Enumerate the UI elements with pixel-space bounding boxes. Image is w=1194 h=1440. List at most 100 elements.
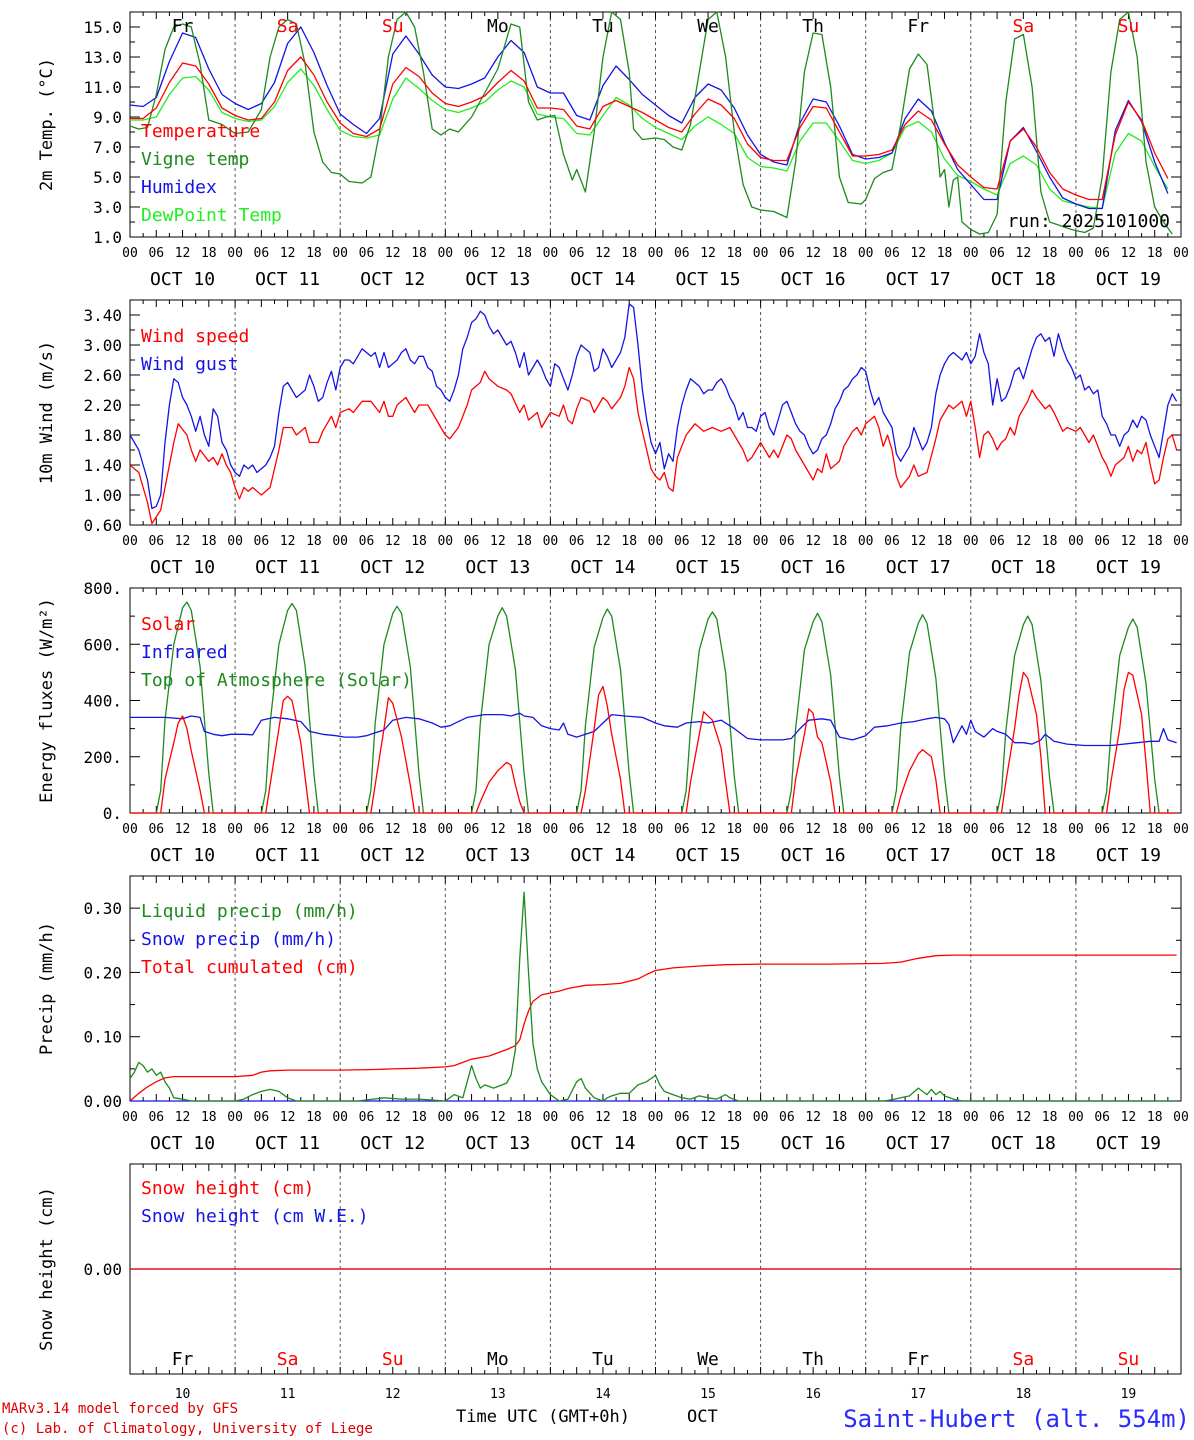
- x-hour-label: 00: [227, 534, 243, 549]
- day-name-bottom: Fr: [172, 1349, 194, 1370]
- x-day-label: OCT 12: [360, 557, 425, 578]
- x-hour-label: 06: [884, 534, 900, 549]
- x-hour-label: 00: [543, 534, 559, 549]
- y-tick-label: 7.0: [93, 138, 122, 157]
- x-hour-label: 00: [963, 1110, 979, 1125]
- day-name-bottom: Tu: [592, 1349, 614, 1370]
- x-hour-label: 06: [884, 822, 900, 837]
- x-hour-label: 06: [359, 1110, 375, 1125]
- x-hour-label: 06: [1094, 534, 1110, 549]
- x-hour-label: 12: [280, 1110, 296, 1125]
- y-tick-label: 200.: [83, 748, 122, 767]
- x-hour-label: 12: [1016, 1110, 1032, 1125]
- x-hour-label: 06: [148, 822, 164, 837]
- y-tick-label: 2.20: [83, 396, 122, 415]
- x-day-label: OCT 15: [676, 557, 741, 578]
- series-line-solar: [130, 671, 1177, 814]
- y-tick-label: 15.0: [83, 18, 122, 37]
- x-hour-label: 12: [910, 822, 926, 837]
- x-hour-label: 00: [543, 1110, 559, 1125]
- x-hour-label: 12: [595, 1110, 611, 1125]
- x-day-label: OCT 19: [1096, 845, 1161, 866]
- series-group: [129, 303, 1178, 525]
- y-tick-label: 0.00: [83, 1092, 122, 1111]
- day-name-top: We: [697, 16, 719, 37]
- legend-entry: Wind speed: [141, 326, 249, 347]
- x-hour-label: 06: [884, 1110, 900, 1125]
- x-hour-label: 06: [674, 1110, 690, 1125]
- x-hour-label: 18: [726, 1110, 742, 1125]
- plot-frame: [129, 11, 1182, 238]
- x-hour-label: 18: [937, 1110, 953, 1125]
- x-hour-label: 12: [595, 822, 611, 837]
- x-hour-label: 06: [464, 246, 480, 261]
- legend-entry: Snow height (cm W.E.): [141, 1206, 369, 1227]
- x-hour-label: 18: [621, 1110, 637, 1125]
- series-line-liquid-precip-mm-h: [129, 891, 1177, 1102]
- day-name-bottom: Mo: [487, 1349, 509, 1370]
- x-day-label: OCT 17: [886, 269, 951, 290]
- x-hour-label: 00: [543, 246, 559, 261]
- panel-temperature: 1.0 3.0 5.0 7.0 9.0 11.0 13.0 15.0 2m Temp. (°C)…: [37, 11, 1189, 290]
- x-hour-label: 06: [254, 822, 270, 837]
- x-hour-label: 00: [332, 246, 348, 261]
- x-day-label: OCT 14: [570, 1133, 635, 1154]
- x-day-label: OCT 14: [570, 845, 635, 866]
- series-line-wind-speed: [129, 366, 1178, 525]
- series-group: [129, 891, 1177, 1102]
- y-tick-label: 2.60: [83, 366, 122, 385]
- y-tick-label: 800.: [83, 579, 122, 598]
- x-day-label: OCT 17: [886, 845, 951, 866]
- x-day-label: OCT 13: [465, 557, 530, 578]
- y-tick-label: 3.40: [83, 306, 122, 325]
- x-hour-label: 06: [464, 822, 480, 837]
- x-hour-label: 00: [858, 1110, 874, 1125]
- x-hour-label: 12: [385, 1110, 401, 1125]
- day-number: 12: [385, 1387, 401, 1402]
- x-hour-label: 00: [437, 1110, 453, 1125]
- x-hour-label: 12: [175, 822, 191, 837]
- x-hour-label: 12: [385, 822, 401, 837]
- x-day-label: OCT 11: [255, 557, 320, 578]
- legend-entry: Temperature: [141, 121, 260, 142]
- day-name-bottom: Fr: [907, 1349, 929, 1370]
- x-hour-label: 18: [832, 1110, 848, 1125]
- x-hour-label: 18: [832, 534, 848, 549]
- x-hour-label: 06: [464, 1110, 480, 1125]
- x-hour-label: 12: [700, 822, 716, 837]
- footer-model-line: MARv3.14 model forced by GFS: [2, 1401, 238, 1417]
- x-day-label: OCT 11: [255, 1133, 320, 1154]
- x-day-label: OCT 16: [781, 1133, 846, 1154]
- x-day-label: OCT 17: [886, 557, 951, 578]
- series-line-humidex: [129, 26, 1169, 210]
- x-hour-label: 06: [148, 1110, 164, 1125]
- x-hour-label: 18: [516, 534, 532, 549]
- x-hour-label: 00: [753, 534, 769, 549]
- x-hour-label: 18: [1147, 822, 1163, 837]
- day-name-top: Mo: [487, 16, 509, 37]
- x-hour-label: 18: [201, 1110, 217, 1125]
- x-hour-label: 18: [306, 1110, 322, 1125]
- x-hour-label: 00: [963, 534, 979, 549]
- x-hour-label: 00: [1068, 534, 1084, 549]
- day-number: 11: [280, 1387, 296, 1402]
- x-hour-label: 00: [1173, 822, 1189, 837]
- day-name-top: Tu: [592, 16, 614, 37]
- day-name-bottom: We: [697, 1349, 719, 1370]
- x-day-label: OCT 17: [886, 1133, 951, 1154]
- x-hour-label: 00: [437, 246, 453, 261]
- x-hour-label: 00: [648, 822, 664, 837]
- x-hour-label: 18: [1147, 1110, 1163, 1125]
- x-hour-label: 12: [910, 534, 926, 549]
- day-name-bottom: Th: [802, 1349, 824, 1370]
- x-hour-label: 00: [1173, 1110, 1189, 1125]
- x-day-label: OCT 16: [781, 557, 846, 578]
- x-hour-label: 12: [490, 1110, 506, 1125]
- y-tick-label: 0.30: [83, 899, 122, 918]
- day-name-top: Fr: [907, 16, 929, 37]
- x-hour-label: 06: [359, 534, 375, 549]
- y-tick-label: 1.00: [83, 486, 122, 505]
- x-hour-label: 12: [805, 246, 821, 261]
- legend-entry: Wind gust: [141, 354, 239, 375]
- day-name-top: Fr: [172, 16, 194, 37]
